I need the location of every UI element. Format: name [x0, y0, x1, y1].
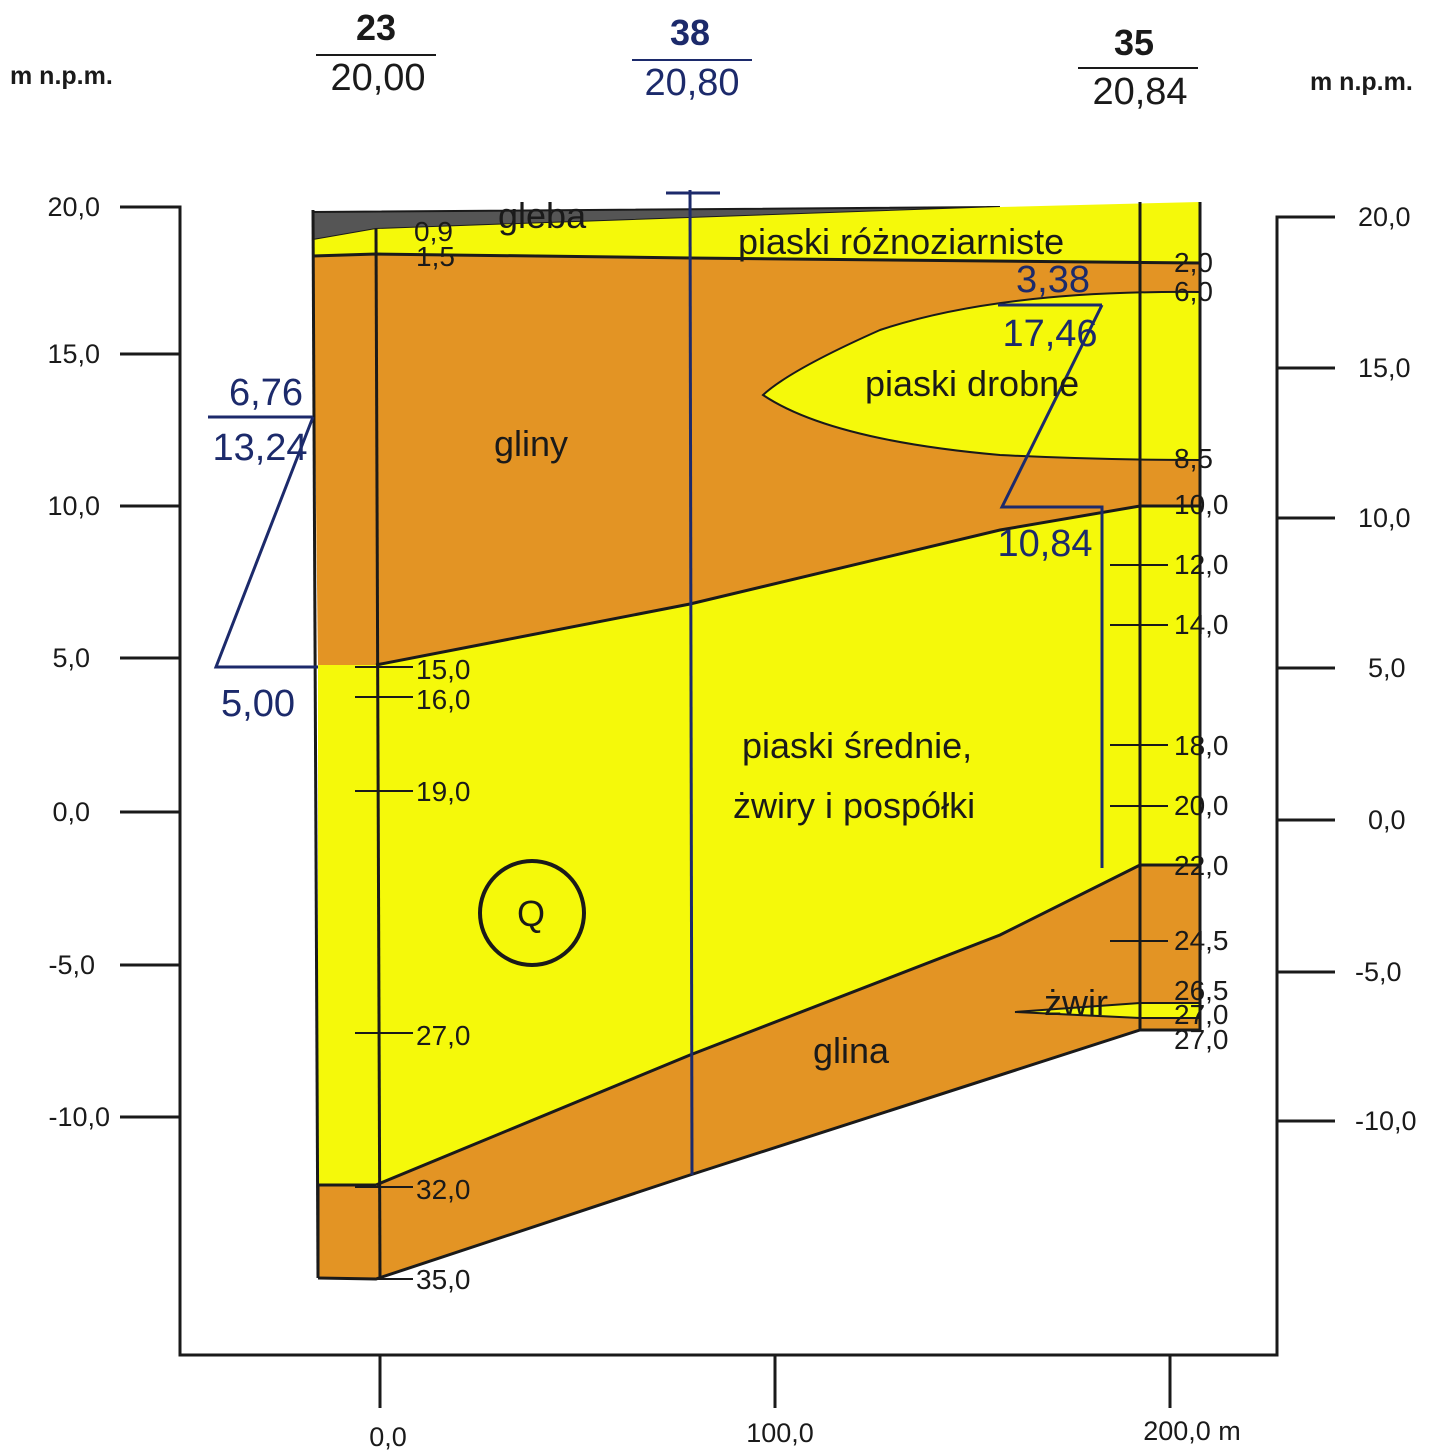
borehole-headers: 23 20,00 38 20,80 35 20,84 [316, 7, 1198, 113]
borehole-lines [374, 189, 1142, 1281]
borehole-38-line [688, 189, 694, 1176]
layer-piaski-srednie [318, 506, 1200, 1185]
depth-ticks [355, 564, 1168, 1280]
x-label-0: 0,0 [369, 1422, 407, 1452]
depth-left-35: 35,0 [416, 1264, 471, 1295]
y-left-20: 20,0 [47, 192, 100, 222]
depth-left-19: 19,0 [416, 776, 471, 807]
depth-right-26-5: 26,5 [1174, 975, 1229, 1006]
depth-labels-left: 0,9 1,5 15,0 16,0 19,0 27,0 32,0 35,0 [414, 216, 471, 1295]
depth-right-10: 10,0 [1174, 489, 1229, 520]
water-level-left [213, 416, 318, 669]
water-level-right [999, 304, 1104, 868]
borehole-23-elevation: 20,00 [330, 57, 425, 99]
x-label-100: 100,0 [746, 1418, 814, 1448]
axes [120, 205, 1335, 1408]
y-left-15: 15,0 [47, 339, 100, 369]
depth-right-18: 18,0 [1174, 730, 1229, 761]
layers [312, 202, 1201, 1279]
wl-right-depth: 3,38 [1016, 259, 1090, 301]
depth-right-20: 20,0 [1174, 790, 1229, 821]
label-gliny: gliny [494, 423, 568, 464]
boundary-srednie-glina [375, 863, 1200, 1187]
layer-piaski-rozno [313, 202, 1200, 263]
depth-right-27a: 27,0 [1174, 999, 1229, 1030]
depth-labels-right: 2,0 6,0 8,5 10,0 12,0 14,0 18,0 20,0 22,… [1174, 247, 1229, 1055]
wl-left-depth: 6,76 [229, 372, 303, 414]
label-piaski-drobne: piaski drobne [865, 363, 1079, 404]
wl-right-elev: 17,46 [1002, 313, 1097, 355]
label-piaski-rozno: piaski różnoziarniste [738, 221, 1064, 262]
layer-glina [318, 865, 1200, 1279]
wl-right-bottom: 10,84 [997, 523, 1092, 565]
depth-right-8-5: 8,5 [1174, 443, 1213, 474]
depth-right-12: 12,0 [1174, 549, 1229, 580]
depth-right-24-5: 24,5 [1174, 925, 1229, 956]
borehole-35-elevation: 20,84 [1092, 71, 1187, 113]
water-level-labels: 6,76 13,24 5,00 3,38 17,46 10,84 [212, 259, 1097, 725]
depth-left-0-9: 0,9 [414, 216, 453, 247]
y-left-10: 10,0 [47, 491, 100, 521]
borehole-35-number: 35 [1114, 22, 1154, 63]
y-left-5: 5,0 [52, 643, 90, 673]
wl-left-bottom: 5,00 [221, 683, 295, 725]
depth-right-2: 2,0 [1174, 247, 1213, 278]
unit-left: m n.p.m. [10, 62, 113, 90]
y-right-m5: -5,0 [1355, 957, 1402, 987]
boundary-top-gliny [312, 252, 1201, 265]
boundary-gliny-srednie [375, 504, 1200, 667]
y-left-0: 0,0 [52, 797, 90, 827]
depth-left-27: 27,0 [416, 1020, 471, 1051]
depth-left-16: 16,0 [416, 684, 471, 715]
left-axis [120, 205, 1335, 1357]
layer-boundaries [311, 202, 1202, 1281]
y-right-m10: -10,0 [1355, 1106, 1417, 1136]
label-glina: glina [813, 1030, 890, 1071]
y-right-10: 10,0 [1358, 503, 1411, 533]
borehole-38-elevation: 20,80 [644, 62, 739, 104]
wl-left-elev: 13,24 [212, 427, 307, 469]
stratigraphy-circle [478, 859, 586, 967]
depth-left-15: 15,0 [416, 654, 471, 685]
borehole-38-number: 38 [670, 12, 710, 53]
y-right-20: 20,0 [1358, 202, 1411, 232]
label-zwir: żwir [1044, 982, 1108, 1023]
x-label-200: 200,0 m [1143, 1416, 1241, 1446]
axis-labels: m n.p.m. m n.p.m. 20,0 15,0 10,0 5,0 0,0… [10, 62, 1417, 1452]
depth-right-14: 14,0 [1174, 609, 1229, 640]
label-piaski-srednie-1: piaski średnie, [742, 725, 972, 766]
y-left-m10: -10,0 [48, 1102, 110, 1132]
y-right-15: 15,0 [1358, 353, 1411, 383]
label-gleba: gleba [498, 195, 587, 236]
unit-right: m n.p.m. [1310, 68, 1413, 96]
depth-left-32: 32,0 [416, 1174, 471, 1205]
depth-right-6: 6,0 [1174, 276, 1213, 307]
layer-labels: gleba piaski różnoziarniste piaski drobn… [478, 195, 1108, 1071]
label-stratigraphy: Q [517, 893, 545, 934]
y-left-m5: -5,0 [48, 950, 95, 980]
y-right-5: 5,0 [1368, 653, 1406, 683]
section-left-edge [311, 209, 320, 1279]
layer-piaski-drobne [761, 290, 1201, 462]
y-right-0: 0,0 [1368, 805, 1406, 835]
depth-right-27b: 27,0 [1174, 1024, 1229, 1055]
borehole-23-number: 23 [356, 7, 396, 48]
depth-left-1-5: 1,5 [416, 241, 455, 272]
label-piaski-srednie-2: żwiry i pospółki [733, 785, 975, 826]
borehole-23-line [374, 228, 382, 1281]
depth-right-22: 22,0 [1174, 850, 1229, 881]
water-levels [208, 303, 1104, 868]
